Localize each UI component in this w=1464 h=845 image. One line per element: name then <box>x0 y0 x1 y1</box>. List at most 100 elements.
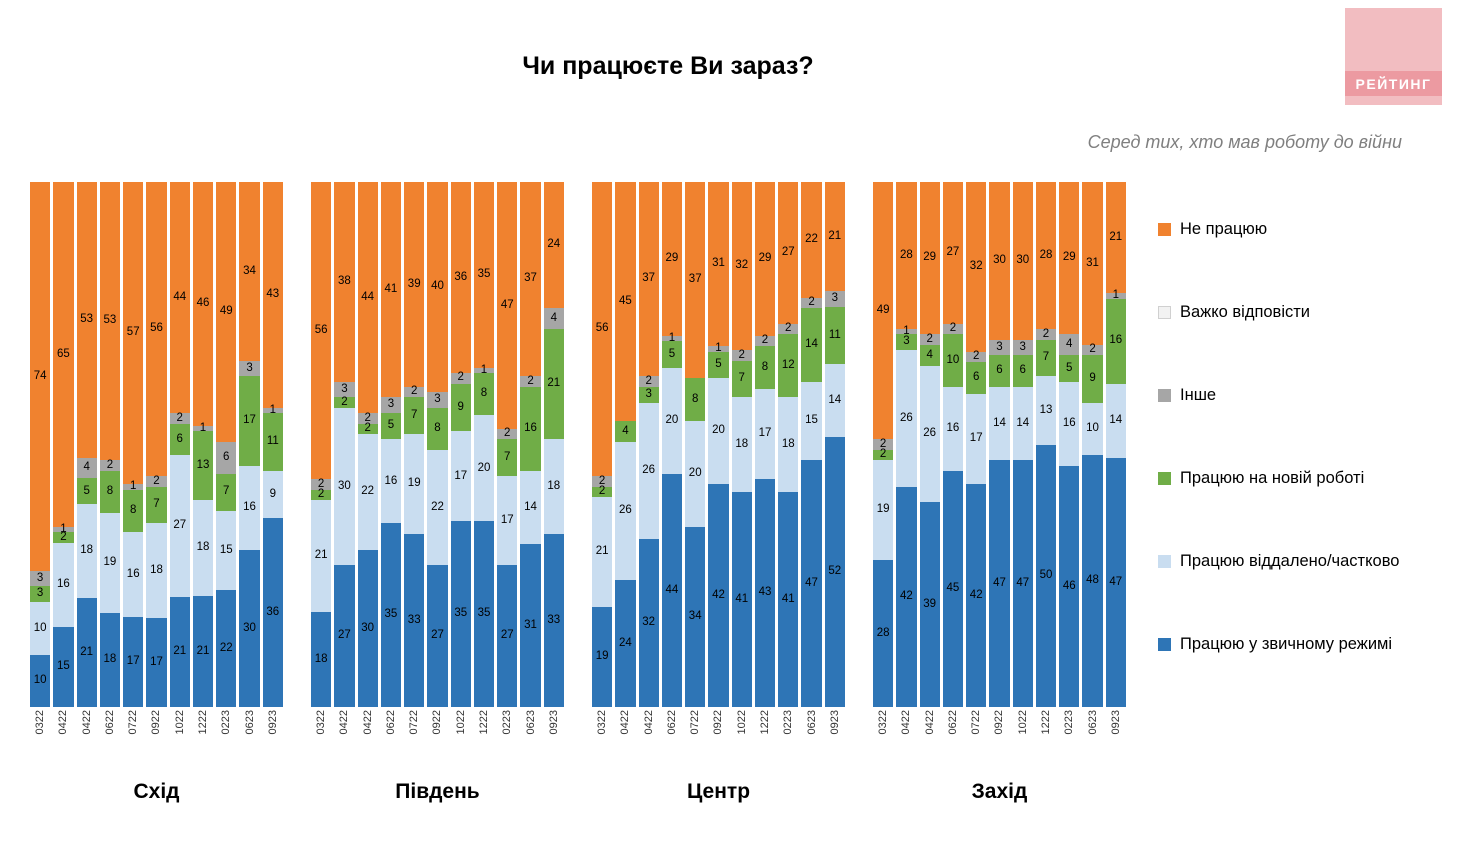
x-axis-label: 0923 <box>1106 710 1126 756</box>
x-axis-label-text: 0922 <box>712 710 725 735</box>
segment-notworking: 22 <box>801 182 822 298</box>
segment-remote: 16 <box>239 465 260 550</box>
region-group: 28 19 2 2 49 42 26 3 1 28 39 26 4 2 29 45 16 10 2 27 42 17 6 2 3… <box>873 181 1126 804</box>
segment-newjob: 5 <box>76 478 97 505</box>
x-axis-label: 0722 <box>966 710 986 756</box>
segment-remote: 27 <box>169 455 190 597</box>
stacked-bar-1022: 21 27 6 2 44 <box>169 182 190 707</box>
x-axis-label-text: 0622 <box>946 710 959 735</box>
segment-newjob: 21 <box>543 329 564 440</box>
legend-label: Інше <box>1180 386 1217 404</box>
segment-other: 2 <box>754 335 776 347</box>
x-axis-label: 0223 <box>1059 710 1079 756</box>
bars-row: 18 21 2 2 56 27 30 2 3 38 30 22 2 2 44 35 16 5 3 41 33 19 7 2 39… <box>311 181 564 707</box>
segment-notworking: 27 <box>778 182 799 324</box>
segment-newjob: 6 <box>966 362 987 395</box>
stacked-bar-0422: 39 26 4 2 29 <box>919 182 940 707</box>
x-axis-label: 0922 <box>427 710 447 756</box>
stacked-bar-0422: 24 26 4 45 <box>615 182 636 707</box>
segment-newjob: 8 <box>427 407 448 450</box>
segment-remote: 18 <box>778 397 799 492</box>
x-axis-label: 1222 <box>1036 710 1056 756</box>
segment-remote: 18 <box>146 523 167 618</box>
segment-other: 1 <box>192 422 214 434</box>
segment-newjob: 17 <box>239 376 260 466</box>
stacked-bar-1022: 47 14 6 3 30 <box>1012 182 1033 707</box>
segment-newjob: 7 <box>216 473 237 511</box>
legend-swatch-notworking <box>1158 223 1171 236</box>
segment-remote: 22 <box>357 434 378 550</box>
x-axis-label-text: 1022 <box>735 710 748 735</box>
x-axis-label: 1222 <box>755 710 775 756</box>
segment-newjob: 2 <box>592 486 613 497</box>
segment-remote: 18 <box>731 397 752 492</box>
stacked-bar-0422: 15 16 2 1 65 <box>53 182 74 707</box>
legend-label: Важко відповісти <box>1180 303 1311 321</box>
stacked-bar-0422: 21 18 5 4 53 <box>76 182 97 707</box>
segment-newjob: 6 <box>1012 355 1033 387</box>
segment-notworking: 21 <box>1105 182 1126 294</box>
segment-notworking: 31 <box>708 182 729 347</box>
segment-notworking: 47 <box>497 182 518 429</box>
x-axis-label: 0722 <box>404 710 424 756</box>
segment-newjob: 5 <box>708 351 729 379</box>
stacked-bar-0922: 17 18 7 2 56 <box>146 182 167 707</box>
x-axis-label: 0322 <box>873 710 893 756</box>
segment-normal: 24 <box>615 579 636 707</box>
stacked-bar-1222: 21 18 13 1 46 <box>192 182 214 707</box>
segment-remote: 20 <box>473 415 495 522</box>
segment-normal: 47 <box>1012 460 1033 707</box>
segment-remote: 14 <box>1105 383 1126 458</box>
segment-other: 4 <box>1059 334 1080 356</box>
segment-notworking: 30 <box>989 182 1010 340</box>
segment-notworking: 37 <box>638 182 659 377</box>
segment-remote: 19 <box>873 460 894 560</box>
x-axis-label-text: 0422 <box>361 710 374 735</box>
segment-other: 2 <box>801 297 822 308</box>
segment-notworking: 65 <box>53 182 74 527</box>
segment-other: 2 <box>357 412 378 424</box>
legend-label: Працюю на новій роботі <box>1180 469 1365 487</box>
segment-remote: 21 <box>311 500 332 612</box>
segment-other: 1 <box>53 523 74 535</box>
stacked-bar-0623: 47 15 14 2 22 <box>801 182 822 707</box>
segment-newjob: 2 <box>311 489 332 501</box>
x-axis-label-text: 0422 <box>338 710 351 735</box>
segment-notworking: 37 <box>520 182 541 377</box>
segment-newjob: 6 <box>169 423 190 455</box>
segment-notworking: 21 <box>824 182 845 292</box>
segment-other: 3 <box>824 291 845 307</box>
segment-remote: 18 <box>543 439 564 534</box>
segment-remote: 13 <box>1035 376 1057 445</box>
segment-notworking: 28 <box>1035 182 1057 329</box>
x-axis-label-text: 0722 <box>689 710 702 735</box>
x-axis-label: 0223 <box>216 710 236 756</box>
segment-newjob: 5 <box>1059 355 1080 382</box>
stacked-bar-0623: 30 16 17 3 34 <box>239 182 260 707</box>
legend-item-remote: Працюю віддалено/частково <box>1158 552 1399 571</box>
x-axis-label: 0623 <box>520 710 540 756</box>
x-axis-label-text: 0923 <box>266 710 279 735</box>
stacked-bar-0922: 47 14 6 3 30 <box>989 182 1010 707</box>
rating-logo: РЕЙТИНГ <box>1345 8 1442 105</box>
stacked-bar-0422: 32 26 3 2 37 <box>638 182 659 707</box>
segment-other: 2 <box>169 412 190 424</box>
segment-notworking: 32 <box>731 182 752 350</box>
segment-other: 1 <box>1105 289 1126 301</box>
stacked-bar-0922: 27 22 8 3 40 <box>427 182 448 707</box>
segment-newjob: 9 <box>450 383 471 432</box>
segment-normal: 17 <box>146 617 167 707</box>
segment-normal: 48 <box>1082 455 1103 707</box>
segment-newjob: 8 <box>473 372 495 416</box>
segment-other: 2 <box>942 323 964 335</box>
legend-swatch-hard <box>1158 306 1171 319</box>
segment-other: 2 <box>873 438 894 450</box>
x-axis-label: 0922 <box>708 710 728 756</box>
segment-notworking: 40 <box>427 182 448 392</box>
x-axis-label-text: 0223 <box>501 710 514 735</box>
segment-other: 6 <box>216 441 237 474</box>
stacked-bar-0622: 18 19 8 2 53 <box>99 182 121 707</box>
x-axis-label: 0422 <box>358 710 378 756</box>
x-axis-label: 0622 <box>100 710 120 756</box>
segment-remote: 16 <box>380 439 402 524</box>
